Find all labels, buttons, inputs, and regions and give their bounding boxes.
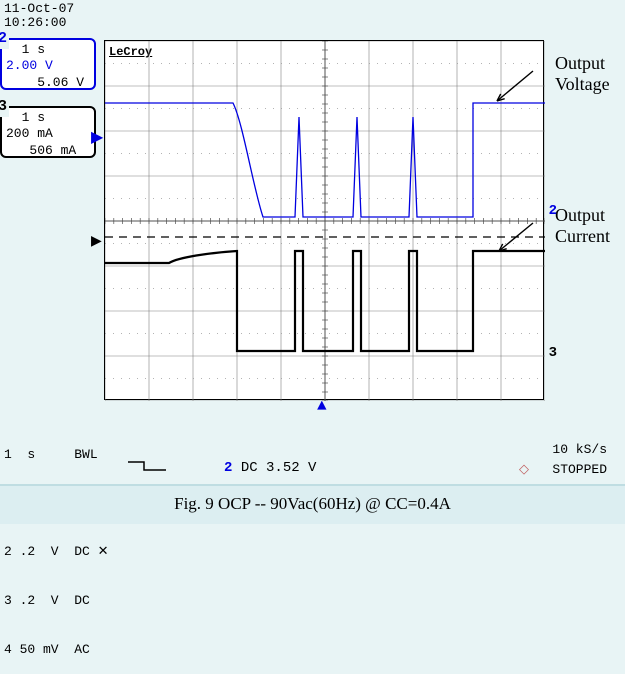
channel-3-line-1: 200 mA <box>6 126 90 142</box>
coupling-step-icon <box>126 458 170 474</box>
capture-datetime: 11-Oct-07 10:26:00 <box>4 2 74 31</box>
channel-info-box-2: 2 1 s2.00 V 5.06 V <box>0 38 96 90</box>
channel-3-line-0: 1 s <box>6 110 90 126</box>
channel-2-line-2: 5.06 V <box>6 75 90 91</box>
trigger-position-arrow-icon: ▲ <box>317 397 327 415</box>
dc-measurement: 2 DC 3.52 V <box>224 460 316 476</box>
channel-info-box-3: 3 1 s200 mA 506 mA <box>0 106 96 158</box>
capture-date: 11-Oct-07 <box>4 2 74 16</box>
figure-caption: Fig. 9 OCP -- 90Vac(60Hz) @ CC=0.4A <box>0 484 625 524</box>
ch4-settings: 4 50 mV AC <box>4 642 109 658</box>
channel-3-line-2: 506 mA <box>6 143 90 159</box>
timebase-label: 1 s BWL <box>4 447 109 463</box>
capture-time: 10:26:00 <box>4 16 74 30</box>
ground-reference-arrow-icon: ▶ <box>91 233 102 250</box>
channel-3-ref-marker: 3 <box>549 345 557 361</box>
stop-icon: ◇ <box>519 462 529 477</box>
ch2-settings: 2 .2 V DC ✕ <box>4 544 109 560</box>
status-text: STOPPED <box>552 462 607 477</box>
voltage-trace-label: Output Voltage <box>555 53 610 95</box>
current-trace-label: Output Current <box>555 205 610 247</box>
trigger-level-arrow-icon: ▶ <box>91 127 103 147</box>
ch3-settings: 3 .2 V DC <box>4 593 109 609</box>
channel-marker-3: 3 <box>0 98 9 117</box>
channel-2-line-1: 2.00 V <box>6 58 90 74</box>
sample-rate: 10 kS/s <box>552 442 607 457</box>
scope-traces <box>105 41 545 401</box>
channel-2-ref-marker: 2 <box>549 203 557 219</box>
channel-marker-2: 2 <box>0 30 9 49</box>
acquisition-status: ◇ STOPPED <box>519 462 607 477</box>
channel-2-line-0: 1 s <box>6 42 90 58</box>
oscilloscope-screen: LeCroy Output Voltage Output Current ▶ ▶… <box>104 40 544 400</box>
measurement-value: DC 3.52 V <box>241 460 317 476</box>
channel-settings-block: 1 s BWL 1 10 V DC 2 .2 V DC ✕ 3 .2 V DC … <box>4 414 109 674</box>
measurement-channel: 2 <box>224 460 232 476</box>
